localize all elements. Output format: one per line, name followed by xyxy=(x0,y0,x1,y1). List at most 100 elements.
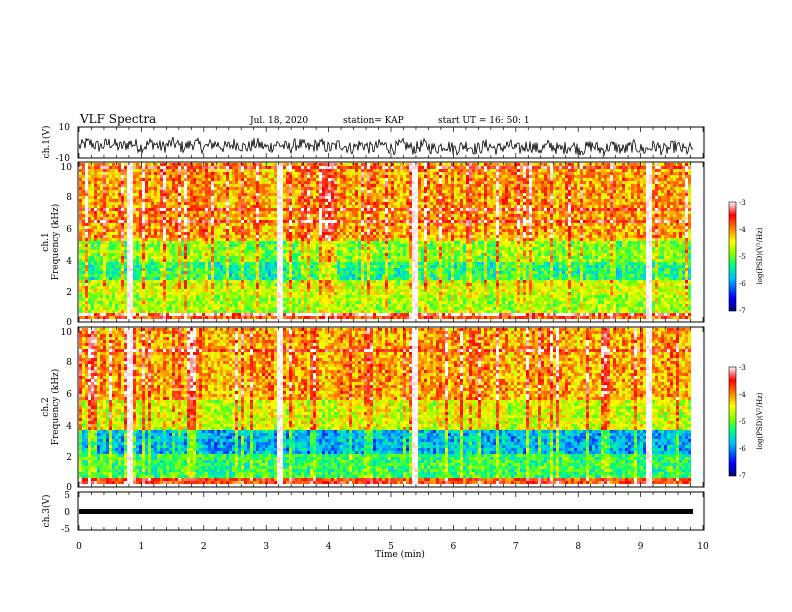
ch1-spectrogram-cell xyxy=(223,220,226,223)
ch1-spectrogram-cell xyxy=(280,202,283,205)
ch1-spectrogram-cell xyxy=(415,190,418,193)
ch1-spectrogram-cell xyxy=(394,166,397,169)
ch1-spectrogram-cell xyxy=(664,187,667,190)
ch1-spectrogram-cell xyxy=(529,181,532,184)
ch1-spectrogram-cell xyxy=(268,202,271,205)
ch1-spectrogram-cell xyxy=(385,166,388,169)
ch1-spectrogram-cell xyxy=(112,223,115,226)
ch1-spectrogram-cell xyxy=(268,190,271,193)
ch1-spectrogram-cell xyxy=(79,187,82,190)
ch1-spectrogram-cell xyxy=(598,166,601,169)
ch1-spectrogram-cell xyxy=(454,172,457,175)
ch1-spectrogram-cell xyxy=(403,223,406,226)
ch1-spectrogram-cell xyxy=(136,214,139,217)
ch1-spectrogram-cell xyxy=(502,187,505,190)
ch1-spectrogram-cell xyxy=(235,217,238,220)
ch1-spectrogram-cell xyxy=(448,178,451,181)
ch1-spectrogram-cell xyxy=(625,166,628,169)
ch1-spectrogram-cell xyxy=(136,223,139,226)
ch1-spectrogram-cell xyxy=(373,211,376,214)
ch1-spectrogram-cell xyxy=(133,184,136,187)
ch1-spectrogram-cell xyxy=(247,178,250,181)
ch1-spectrogram-cell xyxy=(178,202,181,205)
ch1-spectrogram-cell xyxy=(250,190,253,193)
ch1-spectrogram-cell xyxy=(667,214,670,217)
ch1-spectrogram-cell xyxy=(196,220,199,223)
ch1-spectrogram-cell xyxy=(337,187,340,190)
ch1-spectrogram-cell xyxy=(628,166,631,169)
ch1-spectrogram-cell xyxy=(619,175,622,178)
ch1-spectrogram-cell xyxy=(313,184,316,187)
ch1-spectrogram-cell xyxy=(316,232,319,235)
ch1-spectrogram-cell xyxy=(661,226,664,229)
ch1-spectrogram-cell xyxy=(364,169,367,172)
ch1-spectrogram-cell xyxy=(454,193,457,196)
ch1-spectrogram-cell xyxy=(97,211,100,214)
ch1-spectrogram-cell xyxy=(544,223,547,226)
ch1-spectrogram-cell xyxy=(355,232,358,235)
ch1-spectrogram-cell xyxy=(196,169,199,172)
ch1-spectrogram-cell xyxy=(181,214,184,217)
ch1-spectrogram-cell xyxy=(481,217,484,220)
ch1-spectrogram-cell xyxy=(319,178,322,181)
ch1-spectrogram-cell xyxy=(601,226,604,229)
ch1-spectrogram-cell xyxy=(277,232,280,235)
ch1-spectrogram-cell xyxy=(361,232,364,235)
ch1-spectrogram-cell xyxy=(613,208,616,211)
ch1-spectrogram-cell xyxy=(247,202,250,205)
ch1-spectrogram-cell xyxy=(484,208,487,211)
ch1-spectrogram-cell xyxy=(340,208,343,211)
ch1-spectrogram-cell xyxy=(514,217,517,220)
ch1-spectrogram-cell xyxy=(79,178,82,181)
ch1-spectrogram-cell xyxy=(340,184,343,187)
ch1-spectrogram-cell xyxy=(133,229,136,232)
ch1-spectrogram-cell xyxy=(481,181,484,184)
ch1-spectrogram-cell xyxy=(136,181,139,184)
ch1-spectrogram-cell xyxy=(535,196,538,199)
ch1-spectrogram-cell xyxy=(235,208,238,211)
ch1-spectrogram-cell xyxy=(283,202,286,205)
ch1-spectrogram-cell xyxy=(220,205,223,208)
ch1-spectrogram-cell xyxy=(139,172,142,175)
ch1-spectrogram-cell xyxy=(505,217,508,220)
ch1-spectrogram-cell xyxy=(280,208,283,211)
ch1-spectrogram-cell xyxy=(97,196,100,199)
ch1-spectrogram-cell xyxy=(442,175,445,178)
ch1-spectrogram-cell xyxy=(673,202,676,205)
ch1-spectrogram-cell xyxy=(100,166,103,169)
ch1-spectrogram-cell xyxy=(403,184,406,187)
ch1-spectrogram-cell xyxy=(178,166,181,169)
ch1-spectrogram-cell xyxy=(148,172,151,175)
ch1-spectrogram-cell xyxy=(457,232,460,235)
ch1-spectrogram-cell xyxy=(304,184,307,187)
ch1-spectrogram-cell xyxy=(430,208,433,211)
ch1-spectrogram-cell xyxy=(106,223,109,226)
ch1-spectrogram-cell xyxy=(343,193,346,196)
ch1-spectrogram-cell xyxy=(202,175,205,178)
ch1-spectrogram-cell xyxy=(370,187,373,190)
ch1-spectrogram-cell xyxy=(208,214,211,217)
ch1-spectrogram-cell xyxy=(625,181,628,184)
ch1-spectrogram-cell xyxy=(511,184,514,187)
ch1-spectrogram-cell xyxy=(433,214,436,217)
ch1-spectrogram-cell xyxy=(499,205,502,208)
ch1-spectrogram-cell xyxy=(358,166,361,169)
ch1-spectrogram-cell xyxy=(244,214,247,217)
ch1-spectrogram-cell xyxy=(598,202,601,205)
ch1-spectrogram-cell xyxy=(631,226,634,229)
ch1-spectrogram-cell xyxy=(418,217,421,220)
ch1-spectrogram-cell xyxy=(517,220,520,223)
ch1-spectrogram-cell xyxy=(640,220,643,223)
ch1-spectrogram-cell xyxy=(490,208,493,211)
ch1-spectrogram-cell xyxy=(112,172,115,175)
ch1-spectrogram-cell xyxy=(307,202,310,205)
ch1-spectrogram-cell xyxy=(247,211,250,214)
ch1-spectrogram-cell xyxy=(628,229,631,232)
ch1-spectrogram-cell xyxy=(475,205,478,208)
ch1-spectrogram-cell xyxy=(259,232,262,235)
ch1-spectrogram-cell xyxy=(250,217,253,220)
ch1-spectrogram-cell xyxy=(445,178,448,181)
ch1-spectrogram-cell xyxy=(634,190,637,193)
ch1-spectrogram-cell xyxy=(346,175,349,178)
ch1-spectrogram-cell xyxy=(418,226,421,229)
